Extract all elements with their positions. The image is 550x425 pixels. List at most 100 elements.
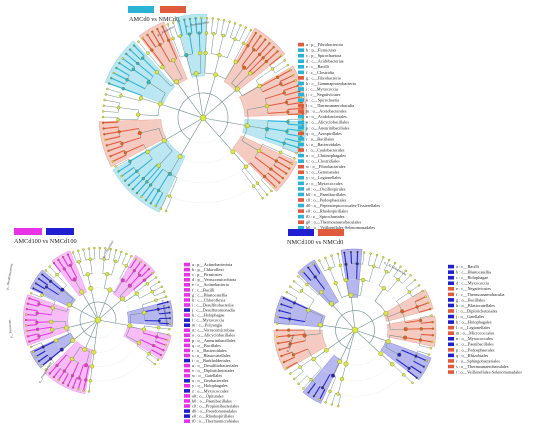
branch (337, 378, 343, 395)
branch (147, 277, 157, 285)
taxon-node (282, 360, 286, 364)
legend-entry: b0 : o__Paenibacillales (306, 192, 346, 197)
taxon-node (62, 267, 66, 271)
taxon-node (282, 91, 286, 95)
taxon-node (24, 318, 28, 322)
taxon-node (136, 61, 140, 66)
taxon-node (64, 325, 69, 331)
branch (281, 351, 293, 357)
branch (104, 274, 108, 289)
taxon-node (262, 174, 267, 179)
branch (325, 391, 331, 403)
branch (349, 332, 355, 349)
branch (277, 316, 290, 320)
taxon-node (146, 33, 149, 37)
branch (121, 253, 127, 264)
branch (405, 319, 421, 324)
taxon-node (292, 74, 295, 77)
branch (146, 166, 161, 183)
taxon-node (249, 29, 253, 32)
taxon-node (287, 334, 291, 338)
branch (90, 366, 93, 381)
taxon-node (145, 282, 150, 286)
branch (241, 49, 255, 67)
legend-swatch (298, 192, 304, 197)
legend-entry: e : c__Actinobacteria (192, 282, 229, 287)
taxon-node (298, 365, 302, 369)
taxon-node (276, 315, 280, 319)
branch (378, 271, 387, 286)
branch (72, 362, 79, 376)
branch (155, 296, 167, 301)
legend-swatch (448, 309, 454, 313)
branch (152, 286, 162, 292)
branch (42, 340, 57, 348)
branch (56, 354, 68, 366)
branch (172, 38, 181, 58)
branch (293, 348, 309, 356)
taxon-node (411, 381, 414, 384)
taxon-node (106, 87, 109, 91)
branch (285, 138, 301, 143)
legend-swatch (184, 419, 190, 423)
branch (419, 345, 431, 349)
branch (206, 18, 208, 34)
branch (159, 44, 171, 63)
branch (418, 308, 431, 313)
taxon-node (124, 264, 129, 268)
branch (277, 69, 292, 78)
clade-highlight (380, 340, 432, 381)
legend-swatch (298, 203, 304, 208)
taxon-node (162, 348, 165, 352)
branch (26, 328, 38, 332)
legend-swatch (184, 277, 190, 282)
legend-entry: q : o__Bacillales (192, 343, 221, 348)
taxon-node (324, 256, 327, 260)
branch (319, 388, 326, 400)
branch (248, 57, 264, 73)
legend-entry: c0 : o__Pedosphaerales (306, 197, 347, 202)
taxon-node (131, 188, 134, 191)
taxon-node (171, 58, 176, 63)
branch (278, 156, 293, 165)
branch (91, 352, 95, 367)
branch (340, 265, 345, 281)
taxon-node (307, 266, 310, 269)
branch (156, 72, 172, 87)
branch (103, 248, 106, 260)
taxon-node (154, 298, 158, 302)
taxon-node (157, 280, 161, 284)
legend-swatch (298, 65, 304, 69)
legend-entry: e : c__Bacilli (306, 64, 330, 69)
branch (136, 345, 150, 354)
branch (31, 342, 42, 347)
taxon-node (146, 51, 150, 55)
branch (121, 166, 135, 177)
taxon-node (57, 258, 60, 262)
branch (108, 249, 111, 260)
taxon-node (77, 388, 80, 391)
branch (396, 291, 410, 302)
taxon-node (135, 191, 139, 195)
taxon-node (282, 296, 285, 300)
branch (83, 379, 87, 391)
legend-entry: l : o__Legionellales (456, 325, 490, 330)
branch (308, 310, 323, 317)
branch (345, 348, 351, 365)
legend-swatch (298, 198, 304, 202)
taxon-node (246, 44, 250, 48)
legend-entry: k : o__Holophagales (456, 320, 492, 325)
branch (129, 274, 140, 287)
taxon-node (419, 371, 422, 374)
branch (352, 310, 355, 328)
legend-entry: a0 : o__Oscillospirales (306, 186, 346, 191)
branch (369, 342, 382, 354)
legend-entry: c0 : o__Propionibacteriales (192, 403, 239, 408)
taxon-node (290, 162, 294, 165)
branch (136, 181, 148, 194)
taxon-node (320, 386, 325, 390)
legend-entry: q : o__Azospirillales (306, 131, 342, 136)
legend-entry: g : c__Blastocatellia (192, 292, 227, 297)
branch (314, 276, 325, 290)
taxon-node (305, 282, 309, 287)
